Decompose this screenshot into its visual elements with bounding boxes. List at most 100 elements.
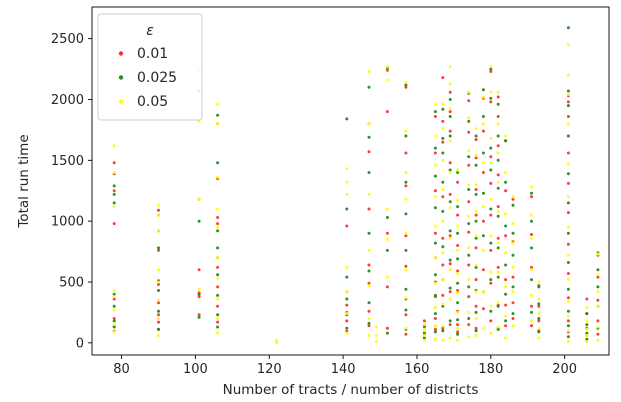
data-point-series-1: [481, 88, 485, 92]
data-point-series-1: [511, 253, 515, 257]
data-point-series-2: [197, 287, 201, 291]
data-point-series-2: [157, 203, 160, 207]
data-point-series-0: [441, 236, 445, 240]
data-point-series-1: [474, 134, 478, 138]
data-point-series-1: [467, 155, 471, 159]
x-axis-ticks: 80 100 120 140 160 180 200: [113, 355, 577, 377]
data-point-series-2: [448, 82, 452, 86]
data-point-series-0: [433, 327, 437, 331]
data-point-series-2: [566, 122, 570, 126]
data-point-series-2: [585, 340, 589, 344]
data-point-series-2: [441, 302, 445, 306]
data-point-series-1: [404, 83, 408, 87]
data-point-series-0: [456, 330, 460, 334]
data-point-series-1: [566, 89, 570, 93]
data-point-series-0: [481, 268, 485, 272]
data-point-series-0: [489, 281, 493, 285]
data-point-series-0: [496, 205, 500, 209]
data-point-series-0: [474, 304, 478, 308]
data-point-series-2: [496, 325, 500, 329]
data-point-series-2: [596, 290, 600, 294]
data-point-series-2: [474, 153, 478, 157]
data-point-series-2: [474, 127, 478, 131]
data-point-series-1: [489, 67, 493, 71]
data-point-series-2: [596, 325, 600, 329]
data-point-series-1: [448, 200, 452, 204]
data-point-series-2: [467, 310, 471, 314]
data-point-series-1: [474, 219, 478, 223]
data-point-series-1: [496, 327, 500, 331]
data-point-series-2: [467, 246, 471, 250]
data-point-series-1: [504, 263, 508, 267]
data-point-series-0: [530, 304, 533, 308]
data-point-series-1: [511, 203, 515, 207]
data-point-series-2: [481, 205, 485, 209]
data-point-series-1: [367, 135, 371, 139]
data-point-series-2: [504, 314, 508, 318]
data-point-series-1: [467, 119, 471, 123]
data-point-series-2: [112, 289, 116, 292]
data-point-series-1: [422, 331, 426, 335]
data-point-series-2: [448, 106, 452, 110]
data-point-series-0: [489, 319, 493, 323]
data-point-series-2: [566, 43, 570, 47]
data-point-series-0: [433, 189, 437, 193]
data-point-series-2: [481, 95, 485, 99]
data-point-series-0: [441, 263, 445, 267]
data-point-series-0: [596, 298, 600, 302]
x-tick-label: 120: [257, 362, 282, 377]
data-point-series-2: [530, 236, 533, 240]
data-point-series-2: [216, 102, 220, 106]
data-point-series-1: [566, 26, 570, 30]
data-point-series-0: [537, 319, 541, 323]
data-point-series-1: [585, 323, 589, 327]
data-point-series-0: [216, 222, 220, 226]
data-point-series-1: [496, 214, 500, 218]
data-point-series-1: [537, 330, 541, 334]
data-point-series-2: [404, 171, 408, 174]
data-point-series-0: [404, 313, 408, 317]
data-point-series-0: [481, 307, 485, 311]
data-point-series-1: [216, 113, 220, 117]
data-point-series-1: [433, 330, 437, 334]
data-point-series-0: [448, 192, 452, 196]
data-point-series-1: [474, 163, 478, 167]
data-point-series-0: [456, 323, 460, 327]
data-point-series-0: [489, 248, 493, 252]
data-point-series-2: [496, 270, 500, 274]
data-point-series-2: [216, 122, 220, 126]
data-point-series-1: [566, 231, 570, 235]
data-point-series-2: [441, 278, 445, 282]
data-point-series-1: [112, 304, 116, 308]
data-point-series-0: [157, 301, 160, 305]
data-point-series-2: [504, 285, 508, 289]
data-point-series-0: [433, 317, 437, 320]
data-point-series-0: [456, 269, 460, 273]
data-point-series-2: [385, 65, 389, 69]
data-point-series-2: [374, 334, 378, 337]
data-point-series-2: [433, 224, 437, 228]
data-point-series-2: [433, 281, 437, 285]
data-point-series-1: [197, 292, 201, 296]
data-point-series-0: [456, 244, 460, 247]
data-point-series-2: [275, 341, 279, 345]
data-point-series-2: [456, 199, 460, 202]
data-point-series-0: [566, 100, 570, 104]
data-point-series-2: [566, 73, 570, 77]
data-point-series-2: [596, 338, 600, 342]
data-point-series-1: [433, 241, 437, 245]
data-point-series-2: [489, 234, 493, 238]
data-point-series-1: [489, 96, 493, 100]
data-point-series-0: [511, 301, 515, 305]
data-point-series-2: [367, 284, 371, 288]
data-point-series-0: [367, 150, 371, 154]
data-point-series-0: [566, 211, 570, 215]
data-point-series-2: [566, 329, 570, 333]
data-point-series-2: [157, 334, 160, 337]
data-point-series-2: [566, 93, 570, 97]
data-point-series-2: [367, 70, 371, 73]
data-point-series-2: [456, 224, 460, 228]
data-point-series-2: [467, 214, 471, 218]
y-axis-label: Total run time: [16, 134, 32, 228]
